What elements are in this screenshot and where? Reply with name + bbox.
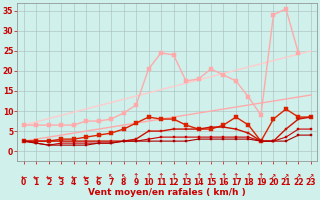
Text: ↗: ↗ xyxy=(308,172,314,181)
X-axis label: Vent moyen/en rafales ( km/h ): Vent moyen/en rafales ( km/h ) xyxy=(88,188,246,197)
Text: ↑: ↑ xyxy=(233,172,239,181)
Text: ↑: ↑ xyxy=(158,172,164,181)
Text: ←: ← xyxy=(95,172,102,181)
Text: ↑: ↑ xyxy=(145,172,152,181)
Text: ←: ← xyxy=(20,172,27,181)
Text: ←: ← xyxy=(45,172,52,181)
Text: ↑: ↑ xyxy=(183,172,189,181)
Text: ↗: ↗ xyxy=(270,172,276,181)
Text: ↖: ↖ xyxy=(120,172,127,181)
Text: ↑: ↑ xyxy=(220,172,227,181)
Text: ↑: ↑ xyxy=(258,172,264,181)
Text: ←: ← xyxy=(33,172,39,181)
Text: ↑: ↑ xyxy=(195,172,202,181)
Text: ↗: ↗ xyxy=(283,172,289,181)
Text: ↗: ↗ xyxy=(295,172,301,181)
Text: ↑: ↑ xyxy=(245,172,252,181)
Text: ↑: ↑ xyxy=(170,172,177,181)
Text: ↑: ↑ xyxy=(208,172,214,181)
Text: ↑: ↑ xyxy=(133,172,139,181)
Text: ←: ← xyxy=(70,172,77,181)
Text: ↖: ↖ xyxy=(108,172,114,181)
Text: ←: ← xyxy=(83,172,89,181)
Text: ←: ← xyxy=(58,172,64,181)
